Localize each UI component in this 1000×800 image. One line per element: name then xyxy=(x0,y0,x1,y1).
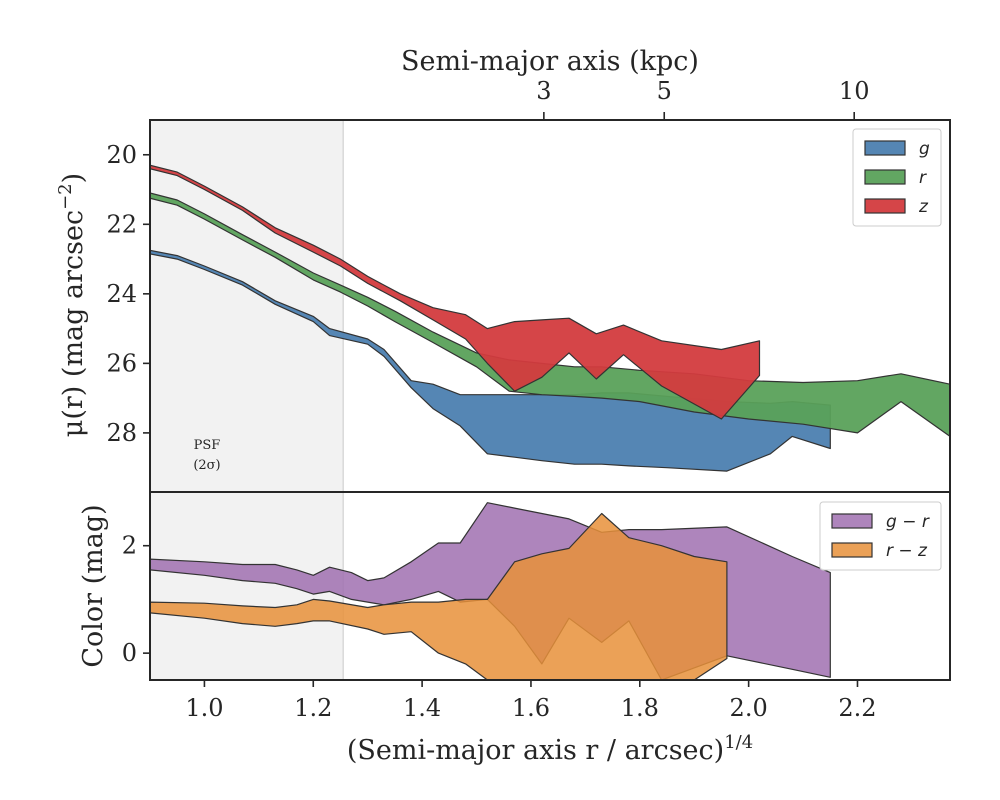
legend-swatch xyxy=(831,513,873,529)
kpc-tick-label: 5 xyxy=(657,77,672,105)
color-bands xyxy=(150,502,831,680)
band-1 xyxy=(150,512,728,680)
legend-swatch xyxy=(864,169,906,185)
legend-swatch xyxy=(864,140,906,156)
y-axis-title-text: μ(r) (mag arcsec xyxy=(58,210,89,437)
x-tick-label: 2.0 xyxy=(730,694,768,722)
y-tick-label: 28 xyxy=(106,419,137,447)
x-tick-label: 1.8 xyxy=(621,694,659,722)
color-axis-title: Color (mag) xyxy=(78,504,109,667)
color-legend: g − r r − z xyxy=(819,501,942,571)
y-axis-title-close: ) xyxy=(58,173,89,184)
band-0 xyxy=(150,249,831,472)
y-tick-label: 26 xyxy=(106,349,137,377)
band-1 xyxy=(150,192,950,437)
x-tick-label: 1.2 xyxy=(294,694,332,722)
x-tick-label: 1.6 xyxy=(512,694,550,722)
kpc-tick-label: 3 xyxy=(536,77,551,105)
kpc-axis-ticks: 351020305075100 xyxy=(536,77,870,120)
color-panel: 02 1.0 1.2 1.4 1.6 1.8 2.0 2.2 g − rr − z xyxy=(122,491,951,722)
legend-label: z xyxy=(918,197,929,217)
band-legend: grz xyxy=(852,128,942,227)
x-axis-title-exponent: 1/4 xyxy=(724,732,753,753)
legend-label: g − r xyxy=(886,512,930,532)
psf-sigma-label: (2σ) xyxy=(193,458,220,473)
x-tick-label: 2.2 xyxy=(838,694,876,722)
surface-brightness-bands xyxy=(150,164,950,472)
legend-label: g xyxy=(919,139,930,159)
legend-label: r xyxy=(919,168,927,188)
y-tick-label: 24 xyxy=(106,280,137,308)
psf-region-top xyxy=(150,120,344,492)
y-tick-label: 20 xyxy=(106,141,137,169)
x-tick-label: 1.0 xyxy=(185,694,223,722)
color-y-tick-label: 2 xyxy=(122,532,137,560)
x-axis-title-text: (Semi-major axis r / arcsec) xyxy=(347,735,724,766)
y-tick-label: 22 xyxy=(106,210,137,238)
bottom-panel-frame xyxy=(149,491,951,681)
x-tick-label: 1.4 xyxy=(403,694,441,722)
x-axis-ticks: 1.0 1.2 1.4 1.6 1.8 2.0 2.2 xyxy=(185,680,877,722)
legend-swatch xyxy=(831,542,873,558)
x-axis-title: (Semi-major axis r / arcsec)1/4 xyxy=(347,732,753,766)
top-y-axis-ticks: 20 22 24 26 28 xyxy=(106,141,150,447)
color-y-axis-ticks: 02 xyxy=(122,532,150,667)
legend-swatch xyxy=(864,198,906,214)
kpc-tick-label: 10 xyxy=(839,77,870,105)
top-axis-title: Semi-major axis (kpc) xyxy=(401,46,699,77)
legend-label: r − z xyxy=(886,541,928,561)
color-y-tick-label: 0 xyxy=(122,639,137,667)
surface-brightness-axis-title: μ(r) (mag arcsec−2) xyxy=(55,173,89,437)
band-2 xyxy=(150,164,761,420)
y-axis-title-exponent: −2 xyxy=(55,183,76,210)
psf-label: PSF xyxy=(194,438,221,453)
